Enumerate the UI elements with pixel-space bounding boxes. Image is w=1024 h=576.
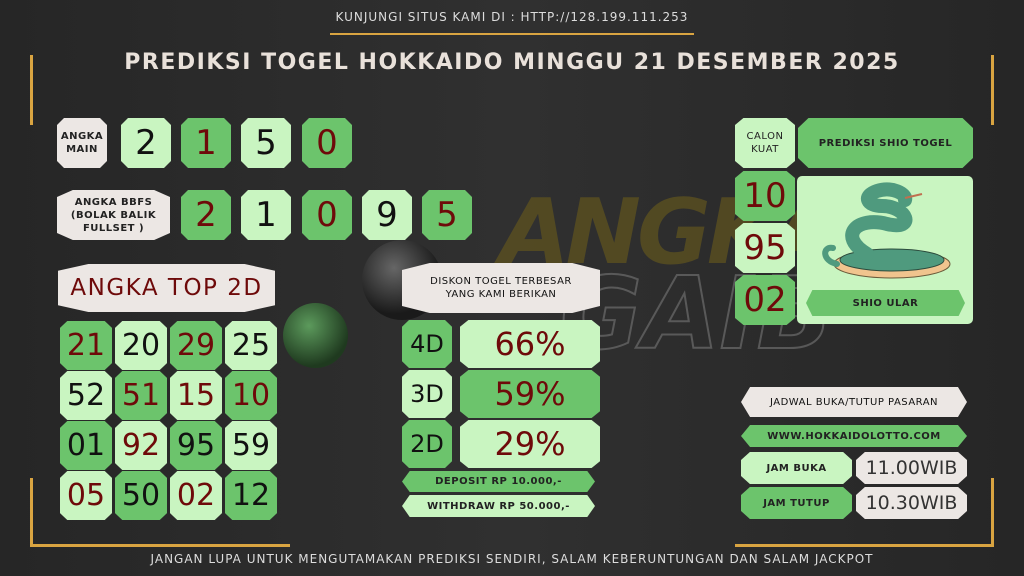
discount-type: 3D: [402, 370, 452, 418]
jam-tutup-label: JAM TUTUP: [741, 487, 852, 519]
frame-line: [735, 544, 994, 547]
top2d-number: 01: [60, 421, 112, 470]
frame-line: [330, 33, 694, 35]
discount-type: 4D: [402, 320, 452, 368]
frame-corner: [30, 55, 33, 125]
billiard-ball-green: [283, 303, 348, 368]
discount-value: 59%: [460, 370, 600, 418]
top2d-number: 15: [170, 371, 222, 420]
discount-value: 66%: [460, 320, 600, 368]
angka-main-label: ANGKA MAIN: [57, 118, 107, 168]
jam-buka-time: 11.00WIB: [856, 452, 967, 484]
snake-icon: [822, 182, 951, 279]
discount-value: 29%: [460, 420, 600, 468]
top2d-number: 52: [60, 371, 112, 420]
top2d-number: 20: [115, 321, 167, 370]
withdraw-info: WITHDRAW RP 50.000,-: [402, 495, 595, 517]
angka-main-digit: 2: [121, 118, 171, 168]
deposit-info: DEPOSIT RP 10.000,-: [402, 471, 595, 492]
footer-text: JANGAN LUPA UNTUK MENGUTAMAKAN PREDIKSI …: [150, 552, 874, 566]
angka-main-digit: 0: [302, 118, 352, 168]
top2d-number: 51: [115, 371, 167, 420]
top2d-number: 12: [225, 471, 277, 520]
frame-corner: [991, 478, 994, 546]
calon-kuat-number: 02: [735, 275, 795, 325]
discount-type: 2D: [402, 420, 452, 468]
top2d-number: 02: [170, 471, 222, 520]
frame-line: [30, 544, 290, 547]
calon-kuat-label: CALON KUAT: [735, 118, 795, 168]
calon-kuat-number: 95: [735, 223, 795, 273]
bbfs-digit: 1: [241, 190, 291, 240]
bbfs-digit: 9: [362, 190, 412, 240]
diskon-label: DISKON TOGEL TERBESAR YANG KAMI BERIKAN: [402, 263, 600, 313]
shio-name: SHIO ULAR: [806, 290, 965, 316]
frame-corner: [991, 55, 994, 125]
top2d-number: 29: [170, 321, 222, 370]
jadwal-label: JADWAL BUKA/TUTUP PASARAN: [741, 387, 967, 417]
top2d-number: 92: [115, 421, 167, 470]
website-link[interactable]: WWW.HOKKAIDOLOTTO.COM: [741, 425, 967, 447]
angka-main-digit: 5: [241, 118, 291, 168]
top2d-number: 25: [225, 321, 277, 370]
bbfs-digit: 5: [422, 190, 472, 240]
top2d-label: ANGKA TOP 2D: [58, 264, 275, 312]
top2d-number: 95: [170, 421, 222, 470]
top2d-number: 21: [60, 321, 112, 370]
bbfs-digit: 2: [181, 190, 231, 240]
top2d-number: 05: [60, 471, 112, 520]
visit-site-text: KUNJUNGI SITUS KAMI DI : HTTP://128.199.…: [335, 10, 689, 24]
top2d-number: 50: [115, 471, 167, 520]
frame-corner: [30, 478, 33, 546]
jam-tutup-time: 10.30WIB: [856, 487, 967, 519]
shio-panel: SHIO ULAR: [797, 176, 973, 324]
calon-kuat-number: 10: [735, 171, 795, 221]
jam-buka-label: JAM BUKA: [741, 452, 852, 484]
top2d-number: 10: [225, 371, 277, 420]
top2d-number: 59: [225, 421, 277, 470]
angka-main-digit: 1: [181, 118, 231, 168]
bbfs-label: ANGKA BBFS (BOLAK BALIK FULLSET ): [57, 190, 170, 240]
shio-header: PREDIKSI SHIO TOGEL: [798, 118, 973, 168]
page-title: PREDIKSI TOGEL HOKKAIDO MINGGU 21 DESEMB…: [124, 50, 900, 75]
bbfs-digit: 0: [302, 190, 352, 240]
